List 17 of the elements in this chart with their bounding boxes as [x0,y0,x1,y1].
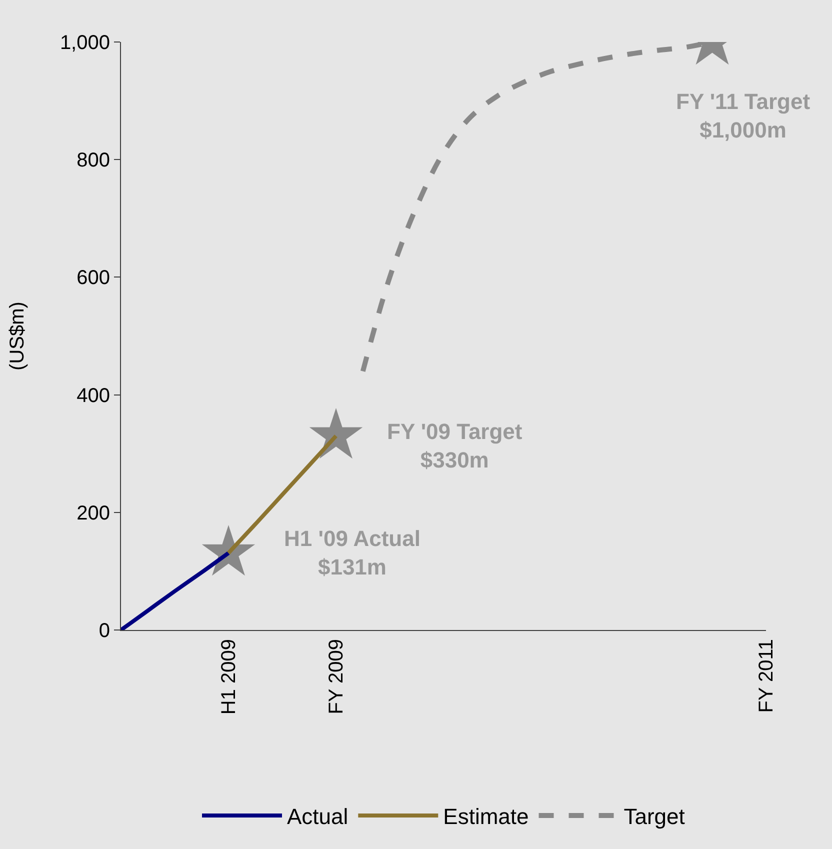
y-tick-label: 0 [98,620,110,642]
legend-label: Actual [287,804,348,830]
y-tick-label: 200 [76,502,110,524]
legend-label: Estimate [443,804,529,830]
y-tick-label: 1,000 [60,32,110,54]
legend-label: Target [624,804,685,830]
x-tick-label: FY 2011 [756,639,778,713]
annotation: FY '09 Target $330m [387,419,523,473]
y-tick-label: 600 [76,267,110,290]
x-tick-label: FY 2009 [326,639,348,714]
annotation: FY '11 Target $1,000m [676,89,811,143]
x-tick-label: H1 2009 [218,639,240,715]
annotation: H1 '09 Actual $131m [284,526,420,580]
y-tick-label: 400 [76,384,110,407]
line-series [121,550,230,630]
y-axis-title: (US$m) [6,302,28,370]
y-tick-label: 800 [76,150,110,172]
